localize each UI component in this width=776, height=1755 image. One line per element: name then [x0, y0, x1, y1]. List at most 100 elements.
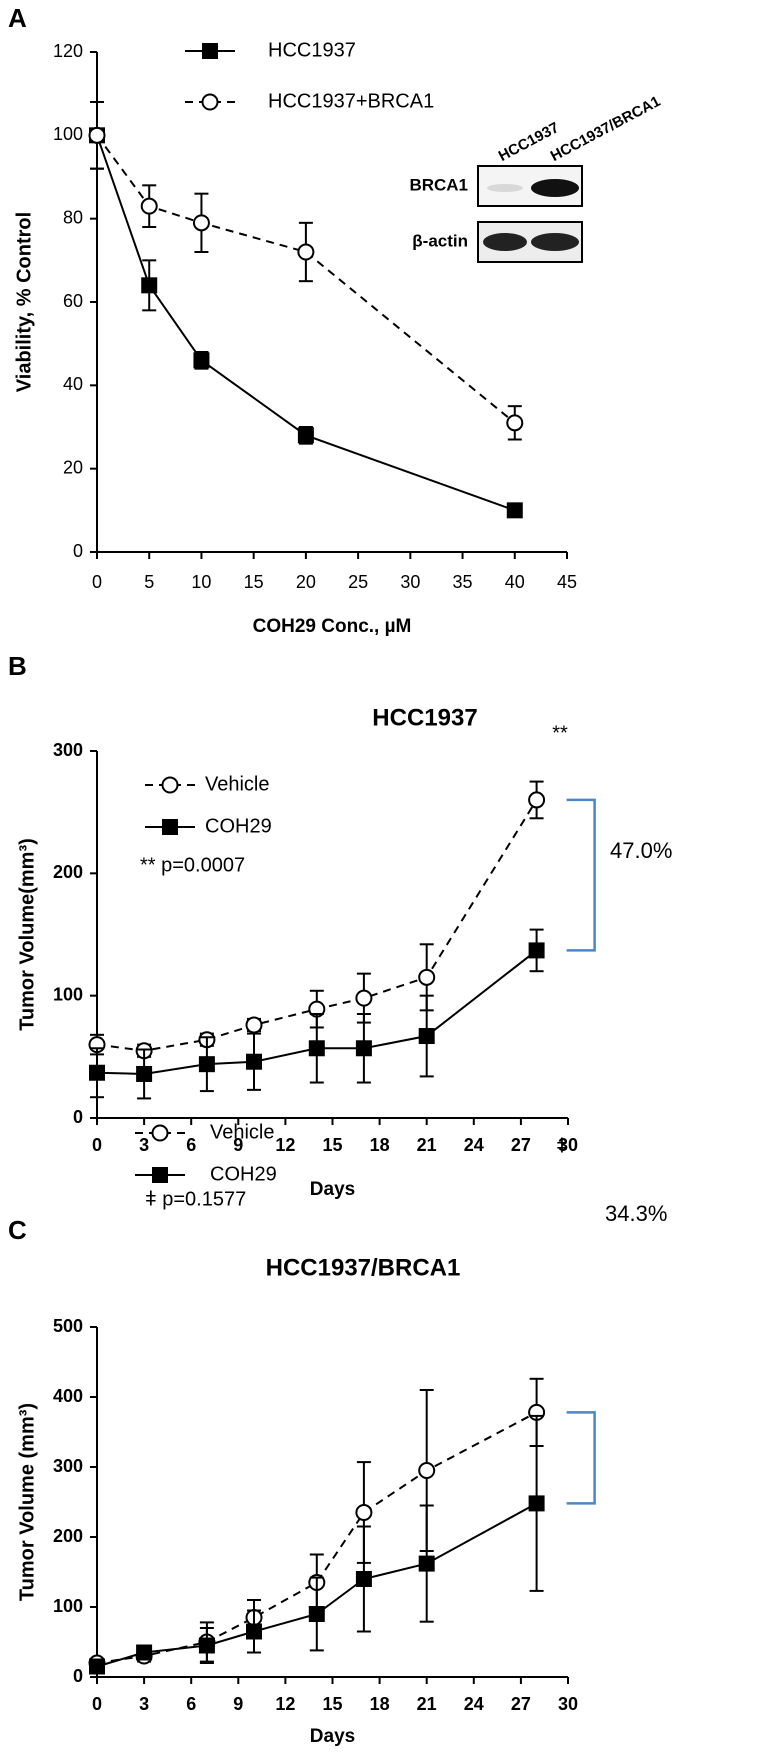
x-tick-label: 30 — [558, 1694, 578, 1714]
row-label: β-actin — [412, 231, 468, 250]
x-tick-label: 18 — [370, 1694, 390, 1714]
square-marker — [297, 427, 314, 444]
chart-title: HCC1937 — [372, 704, 477, 731]
y-tick-label: 200 — [53, 1526, 83, 1546]
x-tick-label: 18 — [370, 1135, 390, 1155]
annotation: ǂ p=0.1577 — [145, 1188, 246, 1210]
annotation: 34.3% — [605, 1201, 667, 1226]
x-tick-label: 27 — [511, 1135, 531, 1155]
legend-marker — [201, 93, 219, 111]
y-tick-label: 300 — [53, 740, 83, 760]
y-tick-label: 80 — [63, 207, 83, 227]
square-marker — [528, 1495, 545, 1512]
x-tick-label: 15 — [244, 572, 264, 592]
blot-band — [531, 179, 579, 197]
x-tick-label: 27 — [511, 1694, 531, 1714]
x-tick-label: 6 — [186, 1694, 196, 1714]
square-marker — [141, 277, 158, 294]
series-line — [96, 949, 538, 1075]
square-marker — [198, 1637, 215, 1654]
circle-marker — [528, 791, 546, 809]
x-tick-label: 3 — [139, 1694, 149, 1714]
y-tick-label: 100 — [53, 1596, 83, 1616]
square-marker — [528, 942, 545, 959]
x-tick-label: 45 — [557, 572, 577, 592]
circle-marker — [192, 214, 210, 232]
circle-marker — [355, 1504, 373, 1521]
square-marker — [246, 1053, 262, 1070]
y-tick-label: 0 — [73, 1666, 83, 1686]
series — [88, 780, 546, 1060]
blot-band — [483, 233, 527, 251]
circle-marker — [245, 1016, 263, 1034]
x-tick-label: 15 — [322, 1694, 342, 1714]
series — [89, 101, 523, 519]
x-tick-label: 12 — [275, 1135, 295, 1155]
legend-marker — [161, 776, 179, 794]
x-tick-label: 12 — [275, 1694, 295, 1714]
square-marker — [89, 1658, 105, 1675]
circle-marker — [506, 414, 524, 432]
legend-label: COH29 — [210, 1163, 277, 1185]
square-marker — [418, 1028, 435, 1045]
y-tick-label: 500 — [53, 1316, 83, 1336]
panel-label: A — [8, 3, 27, 33]
y-tick-label: 300 — [53, 1456, 83, 1476]
y-tick-label: 100 — [53, 984, 83, 1004]
annotation: ** p=0.0007 — [140, 854, 245, 876]
y-tick-label: 0 — [73, 1107, 83, 1127]
annotation: ǂ — [556, 1135, 568, 1157]
legend-marker — [152, 1167, 168, 1183]
circle-marker — [418, 1462, 436, 1479]
x-tick-label: 9 — [233, 1694, 243, 1714]
chart-title: HCC1937/BRCA1 — [266, 1254, 461, 1281]
x-tick-label: 35 — [453, 572, 473, 592]
x-tick-label: 25 — [348, 572, 368, 592]
circle-marker — [355, 989, 373, 1007]
square-marker — [308, 1040, 325, 1057]
series — [88, 101, 524, 441]
y-axis-label: Viability, % Control — [13, 212, 35, 392]
y-tick-label: 60 — [63, 291, 83, 311]
x-axis-label: Days — [310, 1179, 355, 1200]
legend-label: HCC1937+BRCA1 — [268, 90, 434, 112]
y-tick-label: 20 — [63, 457, 83, 477]
circle-marker — [88, 126, 106, 144]
x-tick-label: 0 — [92, 1694, 102, 1714]
square-marker — [198, 1056, 215, 1073]
y-tick-label: 400 — [53, 1386, 83, 1406]
square-marker — [355, 1571, 372, 1587]
series-line — [96, 799, 538, 1052]
blot-band — [487, 184, 523, 192]
y-tick-label: 120 — [53, 41, 83, 61]
x-tick-label: 30 — [558, 1135, 578, 1155]
x-tick-label: 15 — [322, 1135, 342, 1155]
x-tick-label: 24 — [464, 1135, 484, 1155]
x-tick-label: 10 — [191, 572, 211, 592]
square-marker — [193, 352, 210, 369]
square-marker — [506, 502, 523, 519]
x-tick-label: 5 — [144, 572, 154, 592]
x-tick-label: 21 — [417, 1694, 437, 1714]
lane-label: HCC1937/BRCA1 — [548, 93, 663, 165]
bracket — [566, 1411, 596, 1505]
y-tick-label: 40 — [63, 374, 83, 394]
series — [89, 1414, 545, 1675]
annotation: 47.0% — [610, 838, 672, 863]
x-tick-label: 0 — [92, 572, 102, 592]
x-tick-label: 3 — [139, 1135, 149, 1155]
square-marker — [136, 1065, 153, 1082]
x-axis-label: Days — [310, 1726, 355, 1747]
square-marker — [246, 1623, 262, 1640]
series — [89, 928, 545, 1100]
square-marker — [89, 1064, 105, 1081]
x-tick-label: 0 — [92, 1135, 102, 1155]
series-line — [96, 1502, 538, 1668]
series-line — [96, 1411, 538, 1664]
circle-marker — [297, 243, 315, 261]
blot-band — [531, 233, 579, 251]
western-blot — [477, 165, 583, 263]
x-tick-label: 21 — [417, 1135, 437, 1155]
